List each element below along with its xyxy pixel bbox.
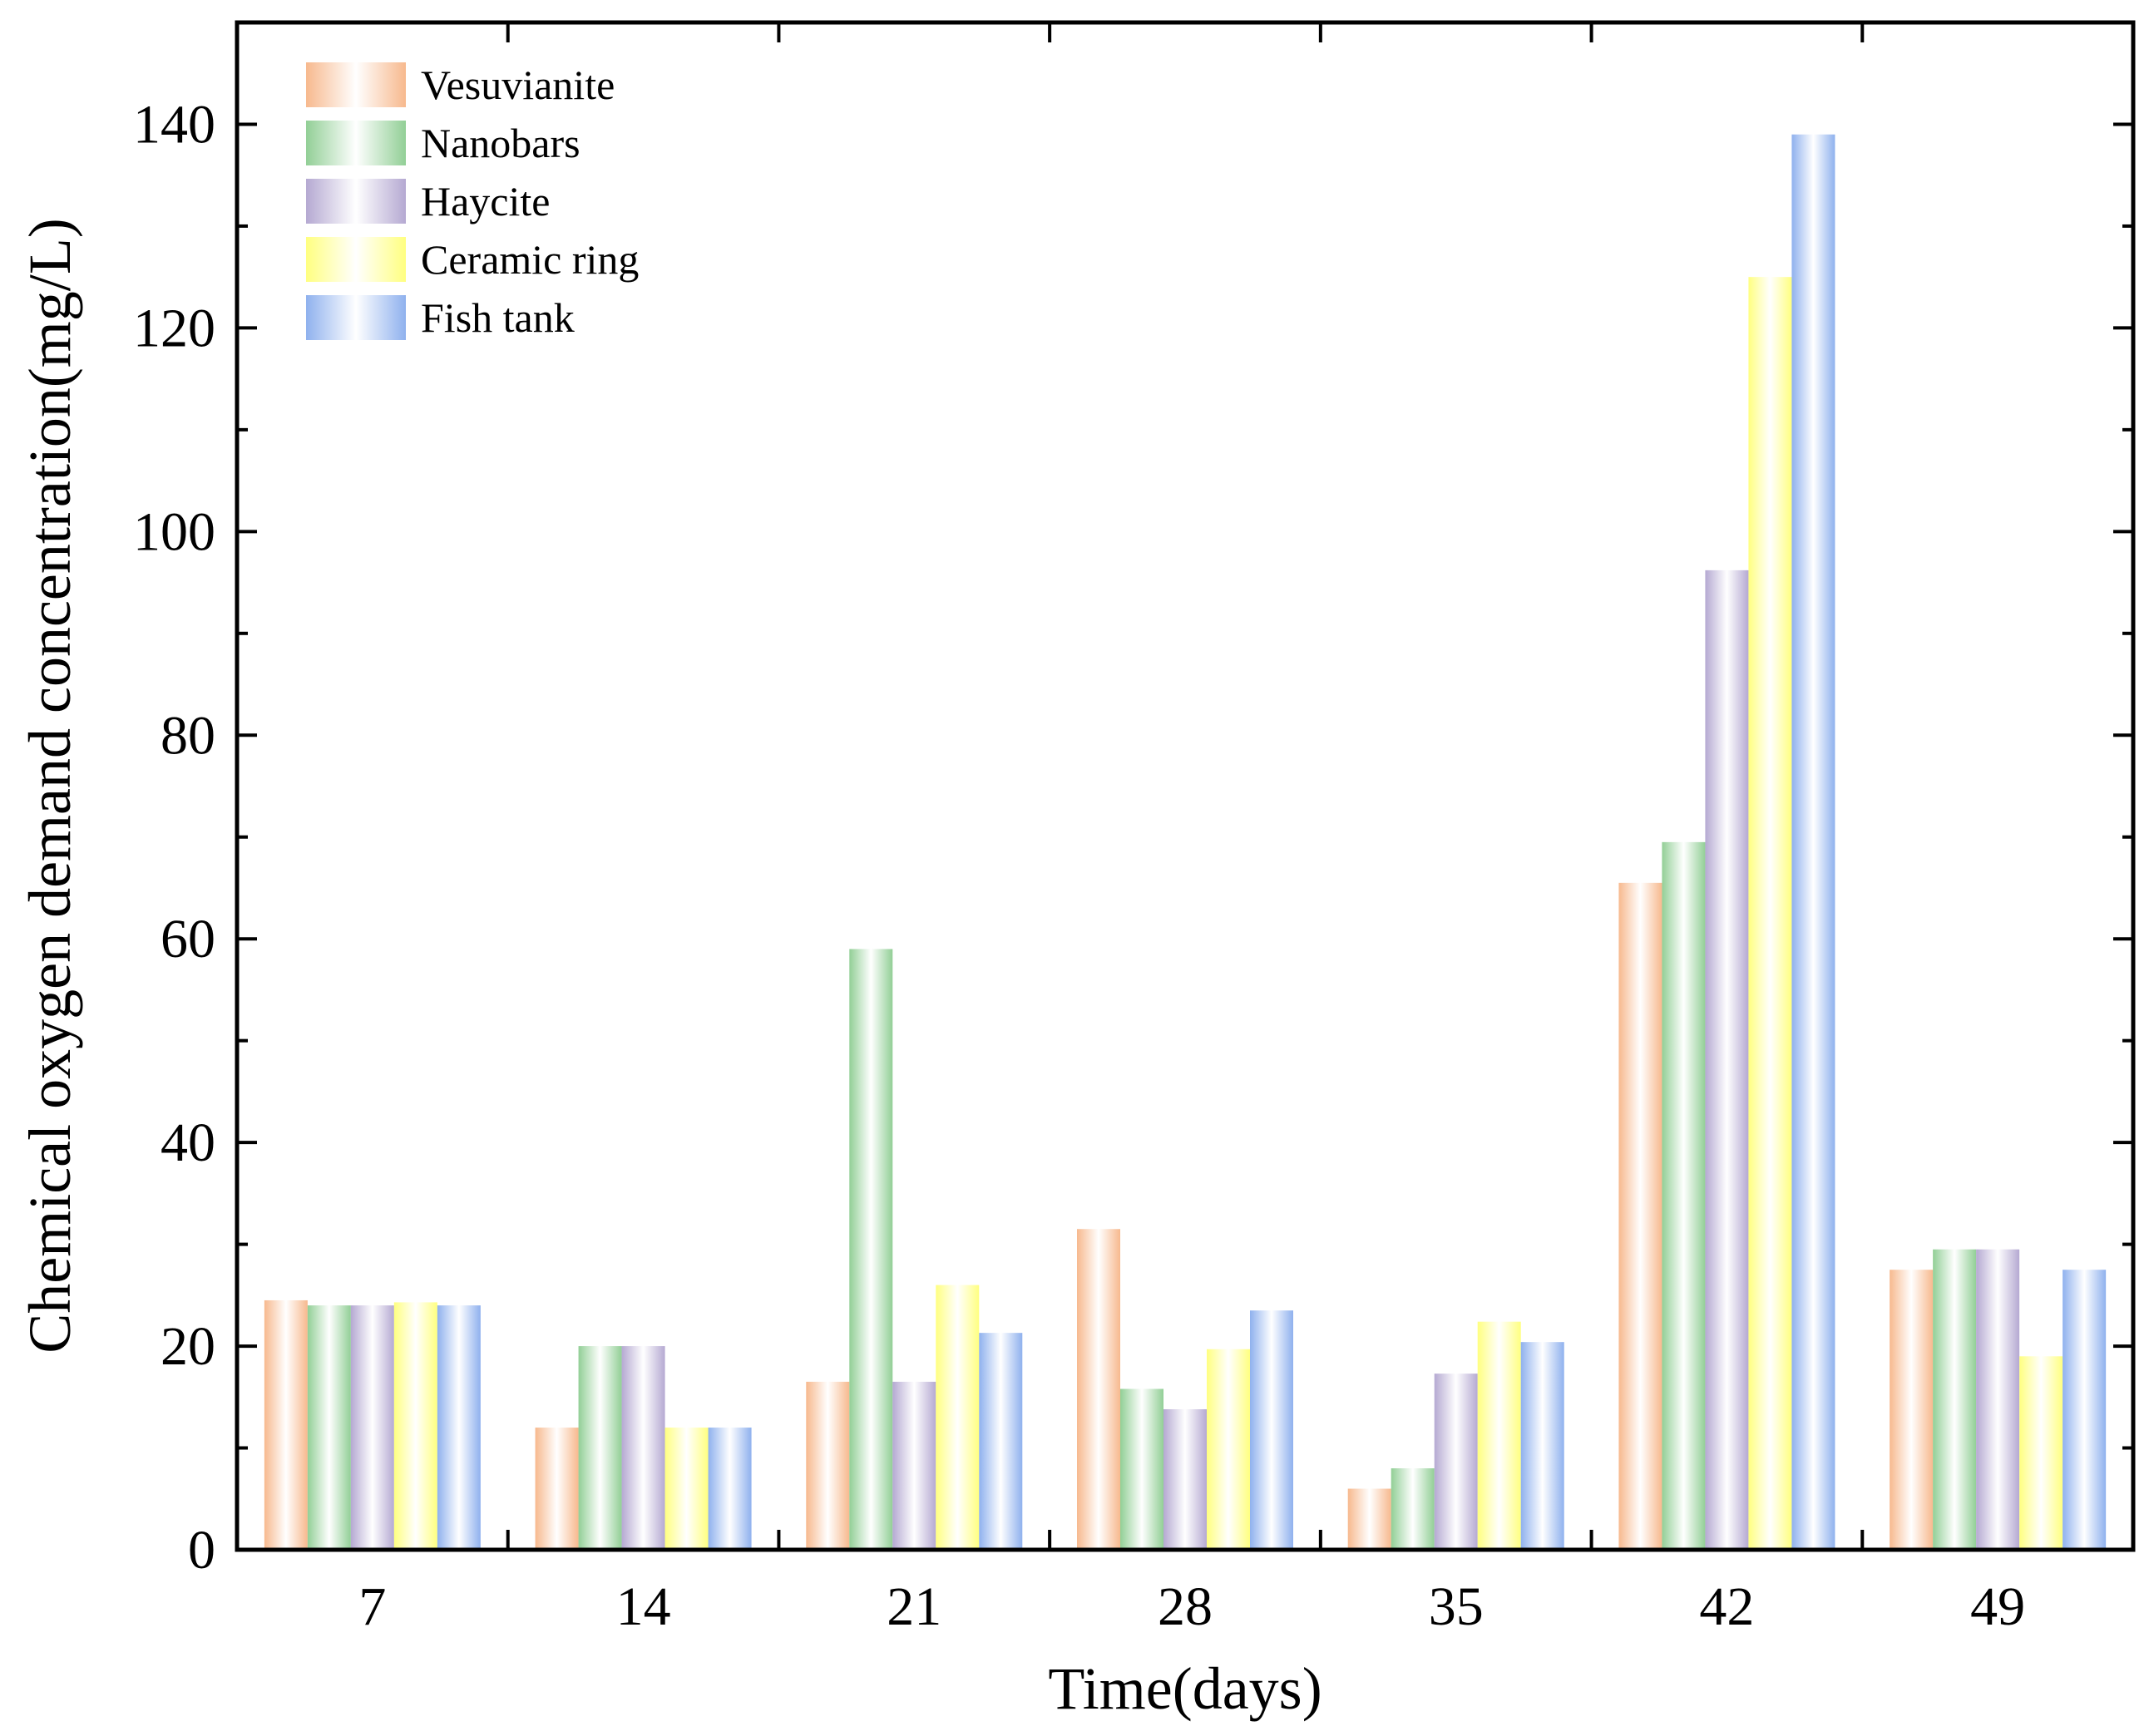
bar-haycite-21 <box>892 1381 936 1550</box>
bar-vesuvianite-49 <box>1890 1270 1934 1550</box>
bar-ceramic-ring-35 <box>1477 1321 1521 1550</box>
bar-fish-tank-35 <box>1520 1342 1564 1550</box>
bar-ceramic-ring-7 <box>393 1302 437 1550</box>
bar-vesuvianite-14 <box>535 1428 579 1550</box>
y-tick-label: 80 <box>161 705 215 766</box>
legend-label: Ceramic ring <box>421 236 639 283</box>
y-tick-label: 120 <box>133 298 215 358</box>
bars-layer <box>264 134 2107 1551</box>
bar-fish-tank-49 <box>2063 1270 2107 1550</box>
y-tick-label: 100 <box>133 501 215 562</box>
y-axis-title: Chemical oxygen demand concentration(mg/… <box>17 218 83 1354</box>
bar-haycite-28 <box>1163 1408 1207 1550</box>
bar-vesuvianite-35 <box>1347 1488 1391 1550</box>
labels-layer: 0 20 40 60 80 100 120 140 7 14 21 28 35 42 49 <box>133 94 2025 1637</box>
bar-vesuvianite-7 <box>264 1300 308 1550</box>
y-tick-label: 20 <box>161 1316 215 1377</box>
bar-haycite-42 <box>1705 570 1749 1551</box>
bar-ceramic-ring-49 <box>2019 1356 2063 1550</box>
legend-label: Nanobars <box>421 120 580 166</box>
ticks-layer <box>237 22 2133 1551</box>
bar-fish-tank-28 <box>1250 1310 1293 1550</box>
bar-ceramic-ring-14 <box>664 1428 709 1550</box>
legend-swatch-fish-tank <box>306 295 406 340</box>
y-tick-label: 0 <box>188 1520 215 1581</box>
bar-nanobars-42 <box>1662 841 1706 1550</box>
x-tick-label: 21 <box>887 1576 941 1637</box>
legend-label: Fish tank <box>421 294 575 341</box>
bar-ceramic-ring-28 <box>1207 1349 1250 1550</box>
y-tick-label: 40 <box>161 1112 215 1173</box>
bar-vesuvianite-28 <box>1077 1229 1120 1550</box>
legend-label: Haycite <box>421 178 550 224</box>
bar-nanobars-35 <box>1391 1468 1435 1550</box>
x-tick-label: 49 <box>1970 1576 2025 1637</box>
bar-fish-tank-7 <box>437 1305 481 1550</box>
bar-haycite-7 <box>350 1305 394 1550</box>
bar-ceramic-ring-42 <box>1748 277 1792 1551</box>
x-tick-label: 28 <box>1158 1576 1213 1637</box>
legend-swatch-haycite <box>306 179 406 224</box>
plot-area-frame <box>235 20 2136 1552</box>
bar-nanobars-14 <box>578 1346 622 1550</box>
bar-nanobars-7 <box>307 1305 351 1550</box>
legend: Vesuvianite Nanobars Haycite Ceramic ring Fi… <box>306 62 639 341</box>
bar-vesuvianite-21 <box>806 1381 850 1550</box>
bar-nanobars-49 <box>1933 1249 1977 1550</box>
bar-fish-tank-42 <box>1791 134 1835 1550</box>
bar-ceramic-ring-21 <box>936 1285 980 1550</box>
bar-haycite-14 <box>621 1346 665 1550</box>
bar-vesuvianite-42 <box>1618 882 1662 1550</box>
bar-fish-tank-21 <box>979 1333 1023 1550</box>
y-tick-label: 140 <box>133 94 215 155</box>
x-axis-title: Time(days) <box>1048 1655 1322 1722</box>
legend-swatch-ceramic-ring <box>306 237 406 282</box>
legend-label: Vesuvianite <box>421 62 615 108</box>
bar-haycite-49 <box>1976 1249 2020 1550</box>
y-tick-label: 60 <box>161 909 215 969</box>
legend-swatch-vesuvianite <box>306 62 406 107</box>
x-tick-label: 42 <box>1699 1576 1754 1637</box>
x-tick-label: 7 <box>358 1576 386 1637</box>
x-tick-label: 14 <box>616 1576 671 1637</box>
bar-nanobars-28 <box>1120 1388 1163 1550</box>
bar-haycite-35 <box>1434 1374 1478 1550</box>
bar-fish-tank-14 <box>708 1428 752 1550</box>
x-tick-label: 35 <box>1429 1576 1484 1637</box>
bar-nanobars-21 <box>849 949 893 1550</box>
legend-swatch-nanobars <box>306 121 406 165</box>
